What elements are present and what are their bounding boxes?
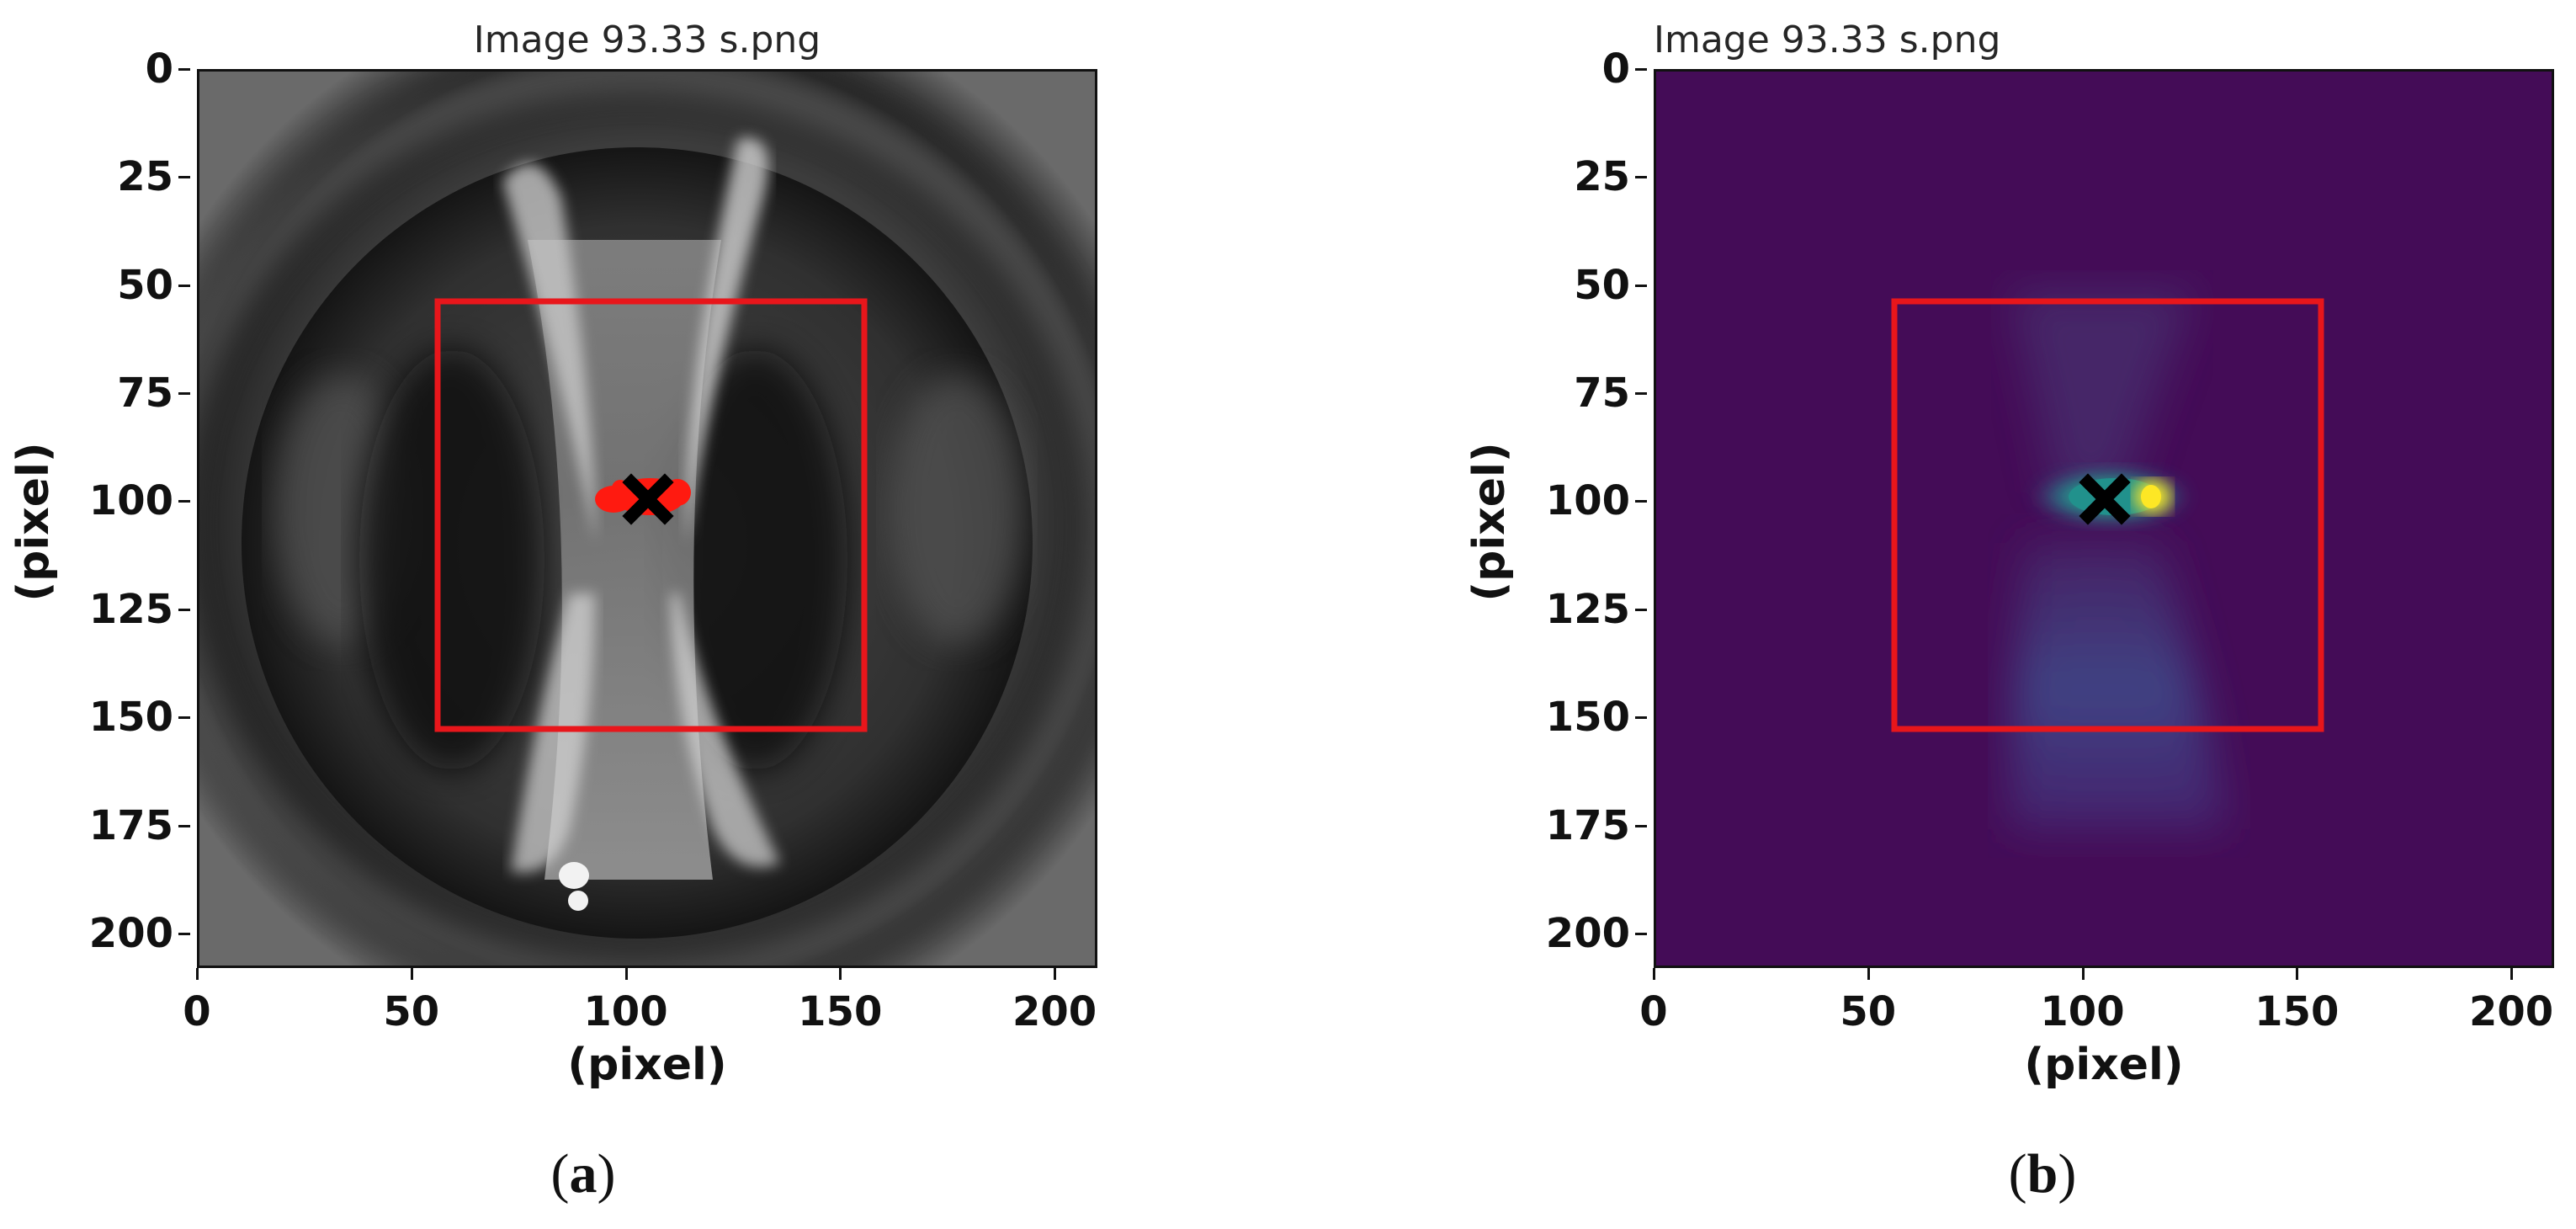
x-tick-label: 0 — [1603, 968, 1704, 1035]
panel-a: Image 93.33 s.png — [8, 19, 1105, 1205]
y-tick-label: 100 — [47, 477, 190, 524]
x-tick-label: 150 — [789, 968, 890, 1035]
y-tick-label: 75 — [47, 370, 190, 417]
x-axis-label: (pixel) — [567, 1040, 727, 1090]
image-title: Image 93.33 s.png — [473, 19, 821, 61]
y-axis-label: (pixel) — [1464, 442, 1515, 602]
x-tick-label: 100 — [2032, 968, 2133, 1035]
y-tick-label: 0 — [47, 45, 190, 93]
y-tick-label: 125 — [47, 586, 190, 633]
y-tick-label: 25 — [1504, 153, 1647, 200]
x-tick-label: 200 — [1004, 968, 1105, 1035]
center-marker — [2079, 473, 2131, 525]
y-tick-label: 50 — [47, 262, 190, 309]
center-marker — [622, 473, 674, 525]
roi-box — [1891, 298, 2324, 732]
y-tick-label: 75 — [1504, 370, 1647, 417]
x-axis-label: (pixel) — [2024, 1040, 2184, 1090]
y-tick-label: 0 — [1504, 45, 1647, 93]
y-tick-label: 25 — [47, 153, 190, 200]
grayscale-image — [197, 69, 1097, 968]
x-tick-label: 0 — [146, 968, 247, 1035]
y-tick-label: 175 — [47, 802, 190, 849]
image-title: Image 93.33 s.png — [1654, 19, 2001, 61]
y-tick-label: 150 — [1504, 694, 1647, 741]
y-tick-label: 200 — [1504, 910, 1647, 957]
y-tick-label: 200 — [47, 910, 190, 957]
panel-caption: (b) — [2008, 1143, 2077, 1205]
y-tick-label: 50 — [1504, 262, 1647, 309]
x-tick-label: 200 — [2461, 968, 2562, 1035]
y-tick-label: 100 — [1504, 477, 1647, 524]
y-tick-label: 125 — [1504, 586, 1647, 633]
y-axis-label: (pixel) — [8, 442, 59, 602]
roi-box — [434, 298, 868, 732]
y-tick-label: 175 — [1504, 802, 1647, 849]
panel-b: Image 93.33 s.png — [1288, 0, 2576, 1229]
x-tick-label: 150 — [2246, 968, 2347, 1035]
x-tick-label: 50 — [361, 968, 462, 1035]
x-tick-label: 50 — [1818, 968, 1919, 1035]
viridis-image — [1654, 69, 2554, 968]
y-tick-label: 150 — [47, 694, 190, 741]
panel-caption: (a) — [550, 1143, 616, 1205]
x-tick-label: 100 — [576, 968, 677, 1035]
